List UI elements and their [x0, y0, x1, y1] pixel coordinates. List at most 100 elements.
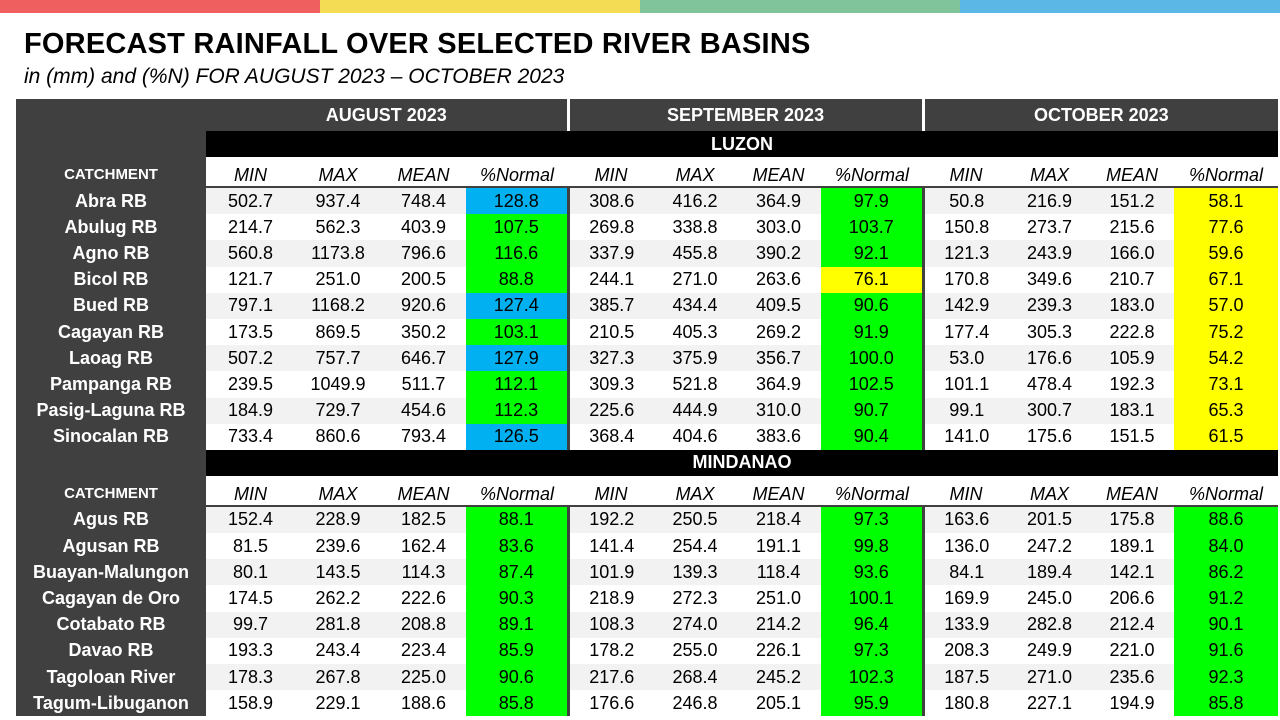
value-cell: 178.3 [206, 664, 295, 691]
percent-normal-cell: 90.1 [1174, 611, 1279, 638]
value-cell: 269.2 [736, 318, 822, 346]
value-cell: 173.5 [206, 318, 295, 346]
month-header: SEPTEMBER 2023 [566, 99, 924, 131]
value-cell: 200.5 [381, 266, 466, 293]
value-cell: 356.7 [736, 345, 822, 372]
value-cell: 205.1 [736, 690, 822, 717]
percent-normal-cell: 91.2 [1174, 585, 1279, 612]
value-cell: 215.6 [1090, 214, 1175, 241]
column-header: MIN [206, 475, 295, 506]
table-row: Agno RB 560.8 1173.8 796.6 116.6 337.9 455.8 39… [16, 240, 1279, 267]
value-cell: 281.8 [295, 611, 381, 638]
value-cell: 81.5 [206, 533, 295, 560]
table-row: Cagayan de Oro 174.5 262.2 222.6 90.3 218.9 27… [16, 585, 1279, 612]
value-cell: 227.1 [1009, 690, 1091, 717]
percent-normal-cell: 87.4 [466, 559, 569, 586]
percent-normal-cell: 126.5 [466, 423, 569, 450]
table-body: AUGUST 2023 SEPTEMBER 2023 OCTOBER 2023 LUZ… [16, 99, 1279, 717]
region-row: LUZON [16, 131, 1279, 157]
value-cell: 309.3 [566, 371, 655, 398]
percent-normal-cell: 127.9 [466, 345, 569, 372]
table-row: Laoag RB 507.2 757.7 646.7 127.9 327.3 375.9 35… [16, 345, 1279, 372]
value-cell: 99.1 [921, 397, 1010, 424]
value-cell: 350.2 [381, 318, 466, 346]
percent-normal-cell: 75.2 [1174, 318, 1279, 346]
percent-normal-cell: 97.9 [821, 185, 924, 215]
value-cell: 409.5 [736, 292, 822, 319]
value-cell: 383.6 [736, 423, 822, 450]
value-cell: 210.5 [566, 318, 655, 346]
value-cell: 193.3 [206, 637, 295, 664]
basin-name: Agusan RB [16, 533, 206, 560]
value-cell: 53.0 [921, 345, 1010, 372]
column-header: MAX [1009, 157, 1091, 187]
column-header: MEAN [381, 475, 466, 506]
percent-normal-cell: 65.3 [1174, 397, 1279, 424]
value-cell: 177.4 [921, 318, 1010, 346]
table-row: Cagayan RB 173.5 869.5 350.2 103.1 210.5 405.3… [16, 318, 1279, 346]
basin-name: Cotabato RB [16, 611, 206, 638]
value-cell: 390.2 [736, 240, 822, 267]
value-cell: 208.8 [381, 611, 466, 638]
value-cell: 221.0 [1090, 637, 1175, 664]
value-cell: 189.4 [1009, 559, 1091, 586]
table-row: Pasig-Laguna RB 184.9 729.7 454.6 112.3 225.6… [16, 397, 1279, 424]
value-cell: 217.6 [566, 664, 655, 691]
value-cell: 729.7 [295, 397, 381, 424]
value-cell: 108.3 [566, 611, 655, 638]
value-cell: 189.1 [1090, 533, 1175, 560]
value-cell: 142.9 [921, 292, 1010, 319]
value-cell: 327.3 [566, 345, 655, 372]
column-header-row: CATCHMENT MIN MAX MEAN %Normal MIN MAX MEAN %Nor… [16, 157, 1279, 187]
table-row: Buayan-Malungon 80.1 143.5 114.3 87.4 101.9 13… [16, 559, 1279, 586]
percent-normal-cell: 92.3 [1174, 664, 1279, 691]
column-header: %Normal [466, 475, 569, 506]
column-header-row: CATCHMENT MIN MAX MEAN %Normal MIN MAX MEAN %Nor… [16, 475, 1279, 506]
column-header: %Normal [1174, 475, 1279, 506]
header-color-stripes [0, 0, 1280, 13]
value-cell: 175.8 [1090, 504, 1175, 534]
percent-normal-cell: 89.1 [466, 611, 569, 638]
value-cell: 216.9 [1009, 185, 1091, 215]
value-cell: 869.5 [295, 318, 381, 346]
value-cell: 170.8 [921, 266, 1010, 293]
value-cell: 139.3 [654, 559, 737, 586]
column-header: %Normal [821, 157, 924, 187]
column-header: MAX [295, 475, 381, 506]
value-cell: 263.6 [736, 266, 822, 293]
value-cell: 121.3 [921, 240, 1010, 267]
value-cell: 478.4 [1009, 371, 1091, 398]
stripe-blue [960, 0, 1280, 13]
value-cell: 243.4 [295, 637, 381, 664]
rainfall-table: AUGUST 2023 SEPTEMBER 2023 OCTOBER 2023 LUZ… [16, 99, 1279, 717]
value-cell: 250.5 [654, 504, 737, 534]
value-cell: 206.6 [1090, 585, 1175, 612]
table-row: Abra RB 502.7 937.4 748.4 128.8 308.6 416.2 364… [16, 185, 1279, 215]
column-header: MEAN [1090, 475, 1175, 506]
value-cell: 308.6 [566, 185, 655, 215]
value-cell: 80.1 [206, 559, 295, 586]
value-cell: 267.8 [295, 664, 381, 691]
value-cell: 166.0 [1090, 240, 1175, 267]
value-cell: 245.2 [736, 664, 822, 691]
stripe-red [0, 0, 320, 13]
value-cell: 99.7 [206, 611, 295, 638]
column-header: MEAN [736, 475, 822, 506]
value-cell: 176.6 [566, 690, 655, 717]
percent-normal-cell: 116.6 [466, 240, 569, 267]
value-cell: 511.7 [381, 371, 466, 398]
table-row: Pampanga RB 239.5 1049.9 511.7 112.1 309.3 521… [16, 371, 1279, 398]
basin-name: Agus RB [16, 504, 206, 534]
value-cell: 218.9 [566, 585, 655, 612]
column-header: %Normal [821, 475, 924, 506]
table-row: Agusan RB 81.5 239.6 162.4 83.6 141.4 254.4 191… [16, 533, 1279, 560]
table-row: Davao RB 193.3 243.4 223.4 85.9 178.2 255.0 226… [16, 637, 1279, 664]
value-cell: 385.7 [566, 292, 655, 319]
column-header: MIN [206, 157, 295, 187]
value-cell: 282.8 [1009, 611, 1091, 638]
value-cell: 192.3 [1090, 371, 1175, 398]
value-cell: 247.2 [1009, 533, 1091, 560]
value-cell: 201.5 [1009, 504, 1091, 534]
percent-normal-cell: 92.1 [821, 240, 924, 267]
value-cell: 225.6 [566, 397, 655, 424]
